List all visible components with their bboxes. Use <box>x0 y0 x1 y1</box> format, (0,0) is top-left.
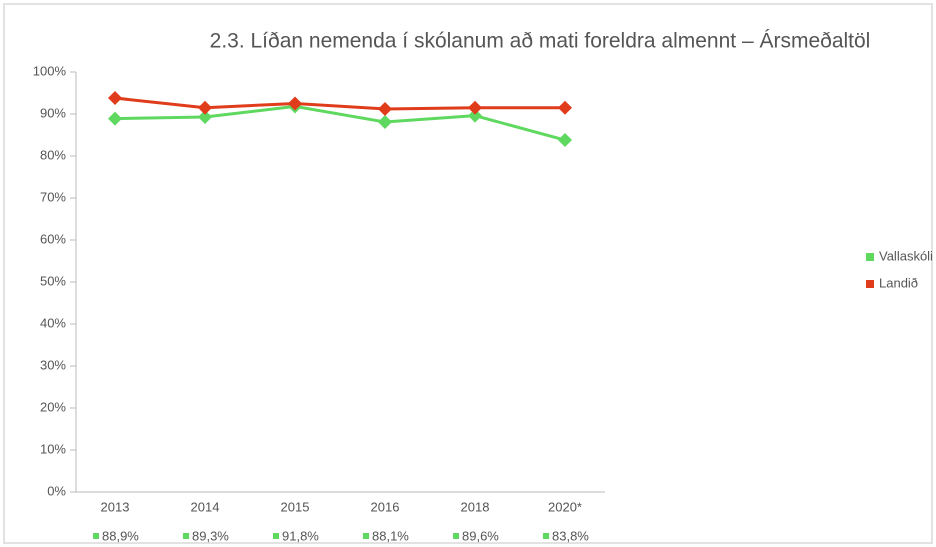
data-point <box>468 100 482 115</box>
y-tick-label: 10% <box>40 441 66 456</box>
legend-key <box>866 253 874 261</box>
y-tick-label: 100% <box>33 63 67 78</box>
x-tick-label: 2016 <box>371 499 400 514</box>
y-tick-label: 20% <box>40 399 66 414</box>
y-tick-label: 90% <box>40 105 66 120</box>
data-point <box>378 114 392 129</box>
table-key <box>183 533 189 539</box>
value-label: 89,6% <box>462 528 499 543</box>
data-point <box>198 109 212 124</box>
series-line <box>114 104 566 142</box>
table-key <box>543 533 549 539</box>
x-tick-label: 2015 <box>281 499 310 514</box>
frame <box>3 3 933 544</box>
data-point <box>108 111 122 126</box>
y-tick-label: 0% <box>47 483 66 498</box>
table-key <box>363 533 369 539</box>
data-point <box>558 100 572 115</box>
x-tick-label: 2018 <box>461 499 490 514</box>
data-point <box>108 91 122 106</box>
value-label: 88,9% <box>102 528 139 543</box>
y-tick-label: 30% <box>40 357 66 372</box>
x-tick-label: 2020* <box>548 499 582 514</box>
data-point <box>378 101 392 116</box>
legend-label: Vallaskóli <box>879 248 933 263</box>
value-label: 88,1% <box>372 528 409 543</box>
x-tick-label: 2013 <box>101 499 130 514</box>
table-key <box>93 533 99 539</box>
table-key <box>453 533 459 539</box>
value-label: 83,8% <box>552 528 589 543</box>
data-point <box>288 96 302 111</box>
series-line <box>114 96 565 111</box>
y-tick-label: 70% <box>40 189 66 204</box>
value-label: 89,3% <box>192 528 229 543</box>
data-point <box>198 100 212 115</box>
table-key <box>273 533 279 539</box>
legend-key <box>866 280 874 288</box>
data-point <box>468 108 482 123</box>
y-tick-label: 80% <box>40 147 66 162</box>
value-label: 91,8% <box>282 528 319 543</box>
x-tick-label: 2014 <box>191 499 220 514</box>
legend-label: Landið <box>879 275 918 290</box>
y-tick-label: 50% <box>40 273 66 288</box>
chart-title: 2.3. Líðan nemenda í skólanum að mati fo… <box>210 30 871 53</box>
data-point <box>558 133 572 148</box>
y-tick-label: 40% <box>40 315 66 330</box>
y-tick-label: 60% <box>40 231 66 246</box>
